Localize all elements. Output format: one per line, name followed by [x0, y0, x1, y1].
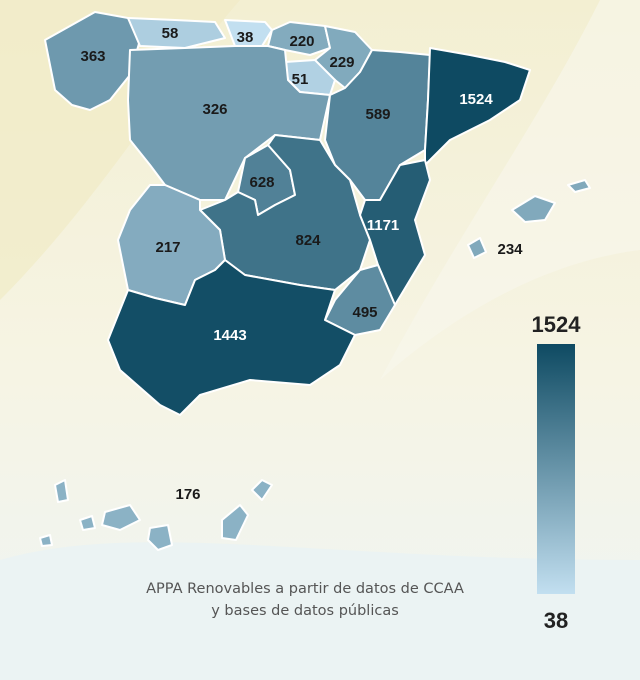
region-andalucia[interactable]: [107, 259, 356, 416]
value-label-navarra: 229: [329, 54, 354, 71]
value-label-aragon: 589: [365, 106, 390, 123]
legend-color-bar: [537, 344, 575, 594]
region-valenciana[interactable]: [359, 159, 431, 306]
value-label-extremadura: 217: [155, 239, 180, 256]
value-label-madrid: 628: [249, 174, 274, 191]
region-asturias[interactable]: [127, 17, 226, 49]
source-line-1: APPA Renovables a partir de datos de CCA…: [146, 581, 464, 597]
value-label-galicia: 363: [80, 48, 105, 65]
value-label-baleares: 234: [497, 241, 523, 258]
legend-max-label: 1524: [531, 312, 581, 337]
value-label-castilla-y-leon: 326: [202, 101, 227, 118]
value-label-pais-vasco: 220: [289, 33, 314, 50]
source-line-2: y bases de datos públicas: [211, 603, 399, 619]
region-murcia[interactable]: [324, 264, 396, 336]
region-galicia[interactable]: [44, 11, 141, 111]
value-label-murcia: 495: [352, 304, 377, 321]
value-label-canarias: 176: [175, 486, 200, 503]
region-navarra[interactable]: [314, 25, 373, 89]
region-cantabria[interactable]: [224, 19, 273, 47]
region-canarias[interactable]: [39, 479, 273, 551]
value-label-la-rioja: 51: [292, 71, 309, 88]
value-label-andalucia: 1443: [213, 327, 246, 344]
value-label-asturias: 58: [162, 25, 179, 42]
source-note: APPA Renovables a partir de datos de CCA…: [100, 578, 510, 622]
region-baleares[interactable]: [467, 179, 591, 259]
value-label-castilla-la-mancha: 824: [295, 232, 321, 249]
legend-min-label: 38: [543, 608, 569, 633]
value-label-valenciana: 1171: [367, 217, 400, 234]
value-label-cataluna: 1524: [459, 91, 493, 108]
value-label-cantabria: 38: [237, 29, 254, 46]
region-cataluna[interactable]: [424, 47, 531, 166]
